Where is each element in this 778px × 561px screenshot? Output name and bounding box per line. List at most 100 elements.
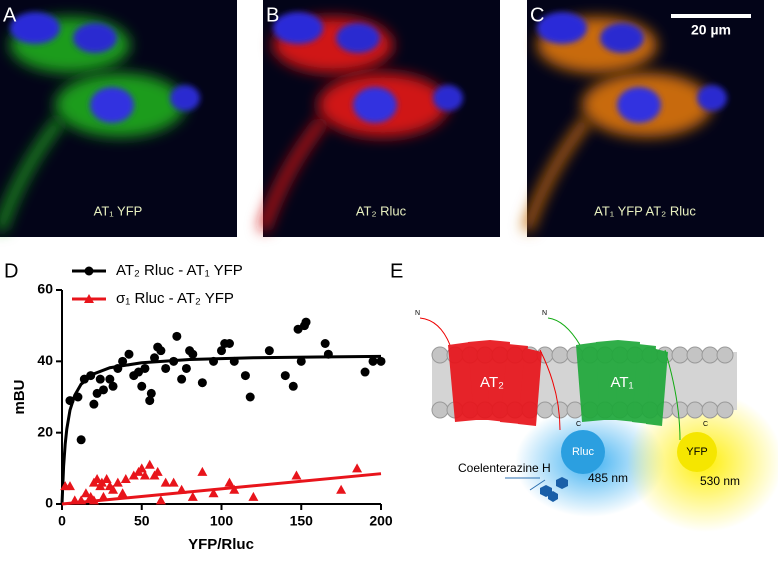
x-axis-label: YFP/Rluc [188, 536, 254, 553]
micrograph [263, 0, 500, 237]
data-point [96, 477, 107, 487]
data-point [240, 371, 250, 381]
lipid-head [431, 346, 449, 364]
data-point [146, 388, 156, 398]
data-point [140, 363, 150, 373]
n-left: N [415, 310, 420, 317]
data-point [229, 484, 240, 494]
data-point [188, 349, 198, 359]
panel-letter: B [266, 4, 279, 26]
c-right: C [703, 421, 708, 428]
lipid-head [566, 401, 584, 419]
cells [0, 0, 237, 237]
at2-helices [448, 340, 542, 426]
data-point [368, 356, 378, 366]
data-point [152, 466, 163, 476]
data-point [64, 481, 75, 491]
data-point [301, 317, 311, 327]
rluc-circle [561, 430, 605, 474]
data-point [161, 363, 171, 373]
micrographs: A AT₁ YFP B AT₂ Rluc C AT₁ YFP AT₂ Rluc 20 µm [0, 0, 764, 237]
acceptor: YFP [686, 446, 707, 458]
data-point [168, 477, 179, 487]
data-point [160, 477, 171, 487]
data-point [136, 463, 147, 473]
legend-label: σ₁ Rluc - AT₂ YFP [116, 290, 234, 307]
data-point [197, 466, 208, 476]
data-point [112, 477, 123, 487]
data-point [128, 470, 139, 480]
receptor-left: AT₂ [480, 374, 504, 391]
cells [263, 0, 500, 237]
substrate-molecules [540, 477, 568, 502]
data-point [177, 374, 187, 384]
receptor-right: AT₁ [610, 374, 633, 391]
data-point [108, 484, 119, 494]
data-point [118, 356, 128, 366]
data-point [88, 495, 99, 505]
data-point [105, 374, 115, 384]
data-point [187, 491, 198, 501]
data-point [280, 371, 290, 381]
data-point [113, 363, 123, 373]
n-right: N [542, 310, 547, 317]
legend-label: AT₂ Rluc - AT₁ YFP [116, 262, 243, 279]
data-point [120, 474, 131, 484]
scale-bar-label: 20 µm [691, 22, 731, 38]
data-point [137, 381, 147, 391]
data-point [95, 374, 105, 384]
y-tick-label: 40 [37, 352, 53, 368]
data-point [352, 463, 363, 473]
data-point [176, 484, 187, 494]
data-point [139, 470, 150, 480]
data-point [156, 346, 166, 356]
panel-letter: D [4, 260, 18, 282]
data-point [108, 381, 118, 391]
chart: D 0 20 40 60 0 50 100 150 200 mBU YFP/Rluc AT₂ Rluc … [4, 260, 393, 553]
data-point [76, 435, 86, 445]
data-point [197, 378, 207, 388]
at1-helices [576, 340, 668, 426]
donor: Rluc [572, 446, 595, 458]
panel-caption: AT₂ Rluc [356, 203, 407, 218]
lipid-head [551, 401, 569, 419]
yfp-circle [677, 432, 717, 472]
lipid-head [671, 401, 689, 419]
donor-wavelength: 485 nm [588, 471, 628, 485]
data-point [89, 399, 99, 409]
data-point [80, 488, 91, 498]
y-axis-label: mBU [11, 379, 28, 414]
lipid-head [536, 401, 554, 419]
data-point [264, 346, 274, 356]
micrograph [0, 0, 237, 237]
y-tick-label: 20 [37, 423, 53, 439]
lipid-head [551, 346, 569, 364]
data-point [181, 363, 191, 373]
data-point [288, 381, 298, 391]
data-point [248, 491, 259, 501]
data-point [245, 392, 255, 402]
data-point [76, 495, 87, 505]
y-tick-label: 0 [45, 495, 53, 511]
panel-letter: A [3, 4, 17, 26]
lipid-head [686, 401, 704, 419]
data-point [291, 470, 302, 480]
lipid-head [686, 346, 704, 364]
data-point [336, 484, 347, 494]
data-point [169, 356, 179, 366]
x-tick-label: 150 [290, 513, 314, 529]
data-point [65, 396, 75, 406]
data-point [92, 474, 103, 484]
data-point [155, 495, 166, 505]
data-point [145, 396, 155, 406]
data-point [98, 385, 108, 395]
data-point [376, 356, 386, 366]
loop [547, 317, 681, 441]
data-point [320, 339, 330, 348]
x-tick-label: 0 [58, 513, 66, 529]
lipid-head [671, 346, 689, 364]
fit-curve [61, 472, 382, 506]
lipid-head [716, 401, 734, 419]
